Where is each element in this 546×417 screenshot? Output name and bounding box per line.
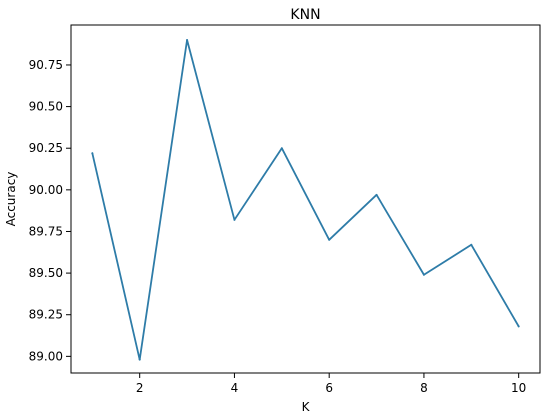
- x-axis-title: K: [302, 400, 311, 414]
- x-tick-label: 10: [511, 381, 526, 395]
- y-tick-label: 89.25: [29, 308, 63, 322]
- y-axis-ticks: 89.00 89.25 89.50 89.75 90.00 90.25 90.50 90.75: [29, 58, 71, 363]
- y-tick-label: 89.00: [29, 349, 63, 363]
- y-tick-label: 90.00: [29, 183, 63, 197]
- data-point: [233, 218, 236, 221]
- y-axis-title: Accuracy: [4, 172, 18, 227]
- x-tick-label: 8: [420, 381, 428, 395]
- plot-area-frame: [70, 24, 541, 374]
- x-tick-label: 6: [325, 381, 333, 395]
- x-axis-ticks: 2 4 6 8 10: [136, 373, 526, 395]
- data-point: [280, 147, 283, 150]
- data-point: [422, 273, 425, 276]
- y-tick-label: 90.50: [29, 100, 63, 114]
- y-tick-label: 89.75: [29, 224, 63, 238]
- data-point: [186, 38, 189, 41]
- data-point: [328, 238, 331, 241]
- x-tick-label: 2: [136, 381, 144, 395]
- data-point: [138, 358, 141, 361]
- y-tick-label: 90.25: [29, 141, 63, 155]
- data-points: [91, 38, 520, 361]
- y-tick-label: 90.75: [29, 58, 63, 72]
- data-point: [470, 243, 473, 246]
- data-point: [91, 152, 94, 155]
- data-point: [517, 325, 520, 328]
- accuracy-series-line: [91, 39, 520, 361]
- chart-title: KNN: [290, 7, 320, 23]
- x-tick-label: 4: [231, 381, 239, 395]
- data-point: [375, 193, 378, 196]
- y-tick-label: 89.50: [29, 266, 63, 280]
